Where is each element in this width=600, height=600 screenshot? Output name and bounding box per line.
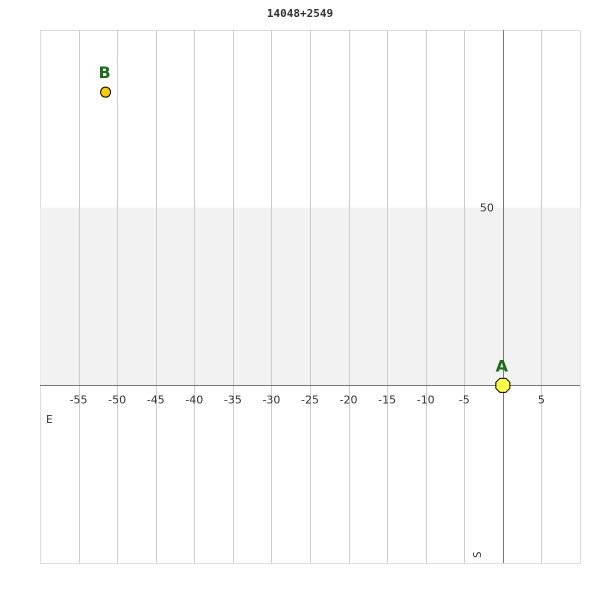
chart-title: 14048+2549 (267, 7, 333, 20)
x-tick-label: -35 (224, 393, 242, 406)
south-label: S (471, 551, 484, 558)
x-tick-label: -10 (417, 393, 435, 406)
y-tick-label: 50 (480, 202, 494, 215)
x-tick-label: -15 (378, 393, 396, 406)
star-B-label: B (98, 63, 110, 82)
x-tick-label: -55 (70, 393, 88, 406)
x-tick-label: -50 (108, 393, 126, 406)
star-A-label: A (496, 356, 509, 375)
x-tick-label: -20 (340, 393, 358, 406)
x-tick-label: 5 (538, 393, 545, 406)
x-tick-label: -25 (301, 393, 319, 406)
star-A-marker (495, 377, 511, 393)
x-tick-label: -40 (185, 393, 203, 406)
x-tick-label: -30 (262, 393, 280, 406)
east-label: E (46, 413, 53, 426)
x-tick-label: -5 (459, 393, 470, 406)
x-tick-label: -45 (147, 393, 165, 406)
star-B-marker (100, 86, 112, 98)
